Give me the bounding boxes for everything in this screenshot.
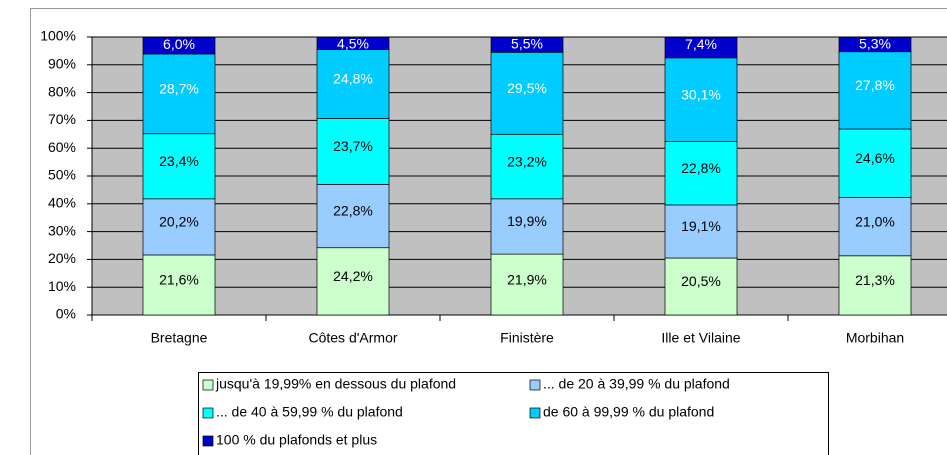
data-label: 23,4% [159,153,199,169]
data-label: 22,8% [333,203,373,219]
data-label: 24,2% [333,268,373,284]
legend-label: ... de 40 à 59,99 % du plafond [216,404,403,420]
x-tick-label: Côtes d'Armor [308,330,397,346]
bar-segment [490,198,564,255]
y-tick-label: 0% [56,306,76,322]
y-tick-label: 10% [48,278,76,294]
legend-swatch [202,435,214,447]
data-label: 20,5% [681,273,721,289]
bar-segment [838,255,912,316]
bar-segment [490,253,564,316]
data-label: 5,3% [859,36,891,52]
legend-swatch [202,379,214,391]
legend-label: ... de 20 à 39,99 % du plafond [543,376,730,392]
bar-segment [838,51,912,130]
data-label: 23,2% [507,153,547,169]
bar-segment [664,204,738,259]
bar-segment [838,36,912,53]
data-label: 7,4% [685,36,717,52]
y-tick-label: 70% [48,111,76,127]
x-tick-label: Bretagne [151,330,208,346]
y-tick-label: 80% [48,83,76,99]
data-label: 28,7% [159,81,199,97]
y-tick-label: 20% [48,250,76,266]
bar-segment [142,53,216,135]
bar-segment [490,133,564,200]
bar-segment [490,36,564,53]
x-tick-label: Finistère [500,330,554,346]
data-label: 21,9% [507,271,547,287]
data-label: 21,6% [159,272,199,288]
bar-segment [142,198,216,256]
bar-segment [316,183,390,249]
bar-segment [316,118,390,185]
data-label: 23,7% [333,138,373,154]
data-label: 24,8% [333,71,373,87]
data-label: 5,5% [511,36,543,52]
data-label: 19,1% [681,218,721,234]
bar-segment [838,197,912,257]
bar-segment [664,141,738,206]
data-label: 21,0% [855,213,895,229]
bar-segment [142,36,216,55]
bar-segment [664,36,738,59]
y-tick-label: 40% [48,195,76,211]
legend-label: de 60 à 99,99 % du plafond [543,404,714,420]
y-tick-label: 60% [48,139,76,155]
data-label: 22,8% [681,160,721,176]
data-label: 21,3% [855,272,895,288]
bar-segment [490,51,564,135]
y-tick-label: 50% [48,167,76,183]
legend-swatch [529,379,541,391]
legend-label: jusqu'à 19,99% en dessous du plafond [215,376,456,392]
data-label: 20,2% [159,214,199,230]
data-label: 29,5% [507,80,547,96]
y-tick-label: 100% [40,28,76,44]
data-label: 27,8% [855,77,895,93]
data-label: 24,6% [855,150,895,166]
bar-segment [316,36,390,50]
bar-segment [316,247,390,316]
y-tick-label: 90% [48,56,76,72]
x-tick-label: Ille et Vilaine [661,330,740,346]
bar-segment [316,49,390,119]
legend [198,372,829,455]
y-tick-label: 30% [48,222,76,238]
legend-swatch [202,407,214,419]
bar-segment [664,57,738,142]
data-label: 19,9% [507,213,547,229]
bar-segment [838,128,912,198]
data-label: 6,0% [163,36,195,52]
legend-swatch [529,407,541,419]
x-tick-label: Morbihan [846,330,904,346]
data-label: 30,1% [681,86,721,102]
legend-label: 100 % du plafonds et plus [216,432,377,448]
bar-segment [664,257,738,316]
bar-segment [142,133,216,200]
data-label: 4,5% [337,36,369,52]
